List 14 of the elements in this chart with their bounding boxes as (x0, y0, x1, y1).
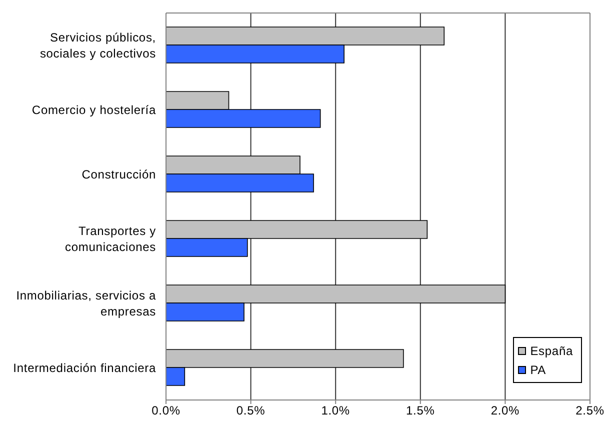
x-tick-label: 0.5% (236, 404, 266, 418)
x-tick-label: 0.0% (152, 404, 180, 418)
legend-label: España (530, 344, 573, 358)
legend-label: PA (530, 362, 546, 376)
x-tick-label: 1.0% (321, 404, 350, 418)
y-tick-label: Servicios públicos, sociales y colectivos (40, 30, 156, 60)
y-tick-label: Intermediación financiera (13, 360, 156, 375)
y-tick-label: Inmobiliarias, servicios a empresas (16, 288, 156, 318)
y-tick-label: Construcción (82, 167, 156, 182)
x-tick-label: 1.5% (406, 404, 435, 418)
y-tick-label: Transportes y comunicaciones (65, 224, 156, 254)
x-tick-label: 2.0% (490, 404, 520, 418)
y-tick-label: Comercio y hostelería (32, 102, 156, 117)
x-tick-label: 2.5% (576, 404, 604, 418)
